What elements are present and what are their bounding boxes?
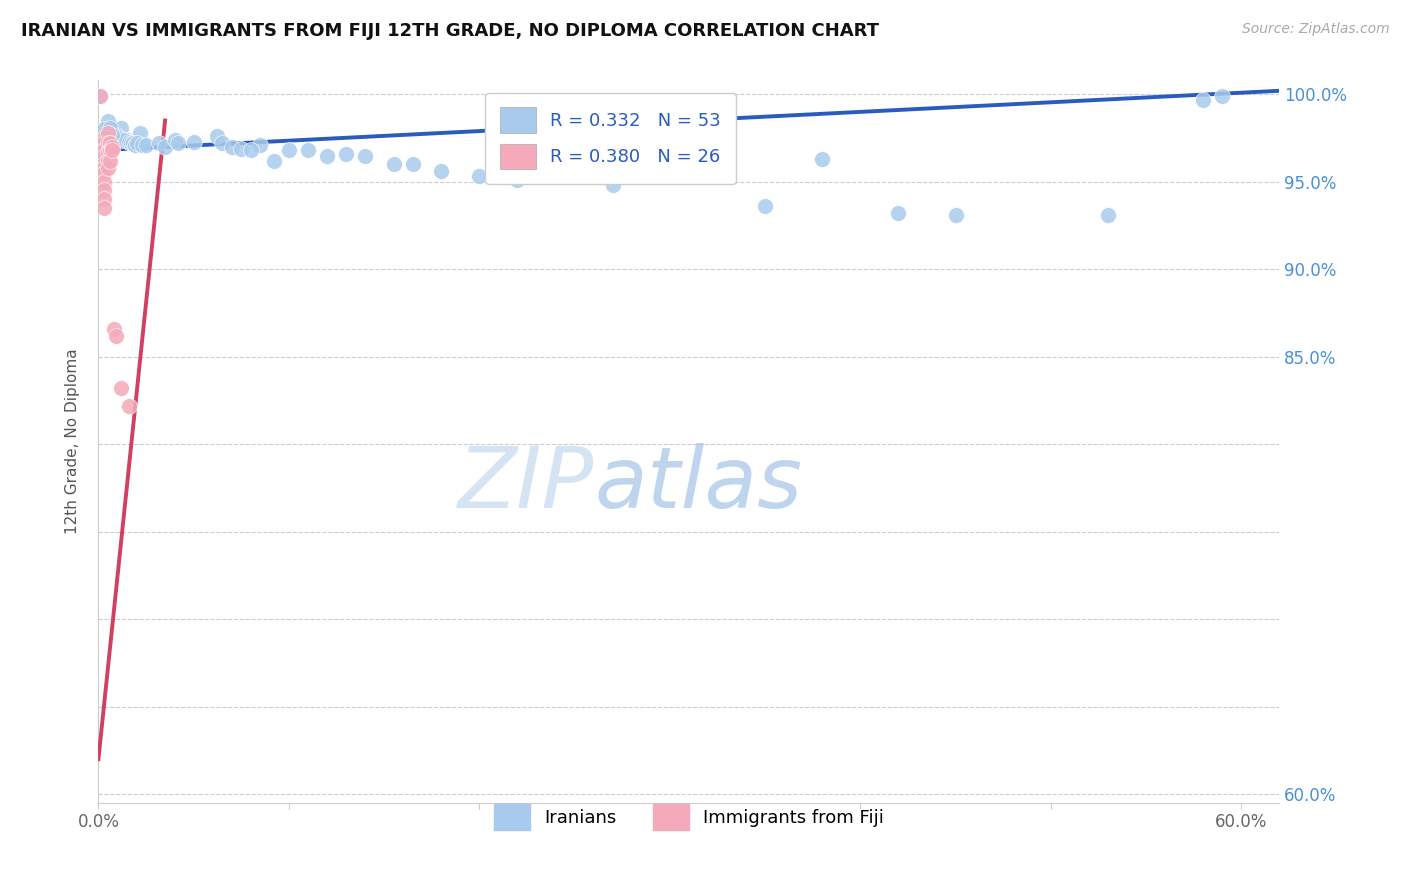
Point bbox=[93, 166, 115, 180]
Text: Source: ZipAtlas.com: Source: ZipAtlas.com bbox=[1241, 22, 1389, 37]
Point bbox=[93, 201, 115, 215]
Point bbox=[135, 138, 157, 153]
Point bbox=[97, 136, 120, 151]
Point bbox=[205, 129, 228, 144]
Point bbox=[103, 321, 125, 335]
Point bbox=[945, 208, 967, 222]
Point bbox=[93, 192, 115, 206]
Point bbox=[98, 143, 121, 157]
Point bbox=[131, 138, 153, 153]
Point bbox=[98, 153, 121, 168]
Point bbox=[382, 157, 405, 171]
Point bbox=[249, 138, 271, 153]
Point bbox=[89, 89, 111, 103]
Point bbox=[124, 138, 146, 153]
Point bbox=[163, 133, 186, 147]
Point bbox=[167, 136, 190, 151]
Point bbox=[93, 184, 115, 198]
Point bbox=[754, 199, 776, 213]
Point bbox=[104, 328, 127, 343]
Point bbox=[100, 140, 122, 154]
Point bbox=[316, 148, 339, 162]
Point bbox=[89, 89, 111, 103]
Text: atlas: atlas bbox=[595, 443, 803, 526]
Point bbox=[100, 143, 122, 157]
Point bbox=[112, 133, 135, 147]
Point bbox=[1097, 208, 1119, 222]
Point bbox=[263, 153, 285, 168]
Point bbox=[354, 148, 377, 162]
Point bbox=[115, 133, 138, 147]
Point bbox=[97, 126, 120, 140]
Legend: Iranians, Immigrants from Fiji: Iranians, Immigrants from Fiji bbox=[486, 797, 891, 837]
Point bbox=[100, 128, 122, 142]
Point bbox=[183, 135, 205, 149]
Point bbox=[107, 131, 129, 145]
Point bbox=[120, 136, 142, 151]
Point bbox=[153, 140, 176, 154]
Point bbox=[221, 140, 243, 154]
Point bbox=[98, 136, 121, 151]
Point bbox=[93, 131, 115, 145]
Point bbox=[93, 161, 115, 175]
Point bbox=[297, 143, 319, 157]
Point bbox=[97, 153, 120, 168]
Text: ZIP: ZIP bbox=[458, 443, 595, 526]
Point bbox=[231, 141, 253, 155]
Point bbox=[887, 206, 910, 220]
Point bbox=[1192, 93, 1215, 107]
Point bbox=[602, 178, 624, 193]
Point bbox=[93, 136, 115, 151]
Point bbox=[430, 164, 453, 178]
Point bbox=[103, 129, 125, 144]
Point bbox=[277, 143, 299, 157]
Point bbox=[97, 161, 120, 175]
Y-axis label: 12th Grade, No Diploma: 12th Grade, No Diploma bbox=[65, 349, 80, 534]
Point bbox=[118, 135, 141, 149]
Point bbox=[148, 136, 170, 151]
Point bbox=[1211, 89, 1233, 103]
Point bbox=[93, 143, 115, 157]
Point bbox=[468, 169, 491, 184]
Point bbox=[93, 122, 115, 136]
Point bbox=[811, 152, 834, 166]
Point bbox=[506, 173, 529, 187]
Point bbox=[104, 128, 127, 142]
Point bbox=[97, 145, 120, 159]
Point bbox=[125, 136, 148, 151]
Point bbox=[211, 136, 233, 151]
Point bbox=[94, 131, 117, 145]
Point bbox=[97, 113, 120, 128]
Point bbox=[110, 381, 132, 395]
Point bbox=[129, 126, 152, 140]
Point bbox=[402, 157, 425, 171]
Point bbox=[335, 146, 357, 161]
Point bbox=[110, 120, 132, 135]
Point bbox=[239, 143, 262, 157]
Point bbox=[108, 131, 131, 145]
Point bbox=[98, 120, 121, 135]
Point bbox=[93, 175, 115, 189]
Point bbox=[93, 148, 115, 162]
Point bbox=[544, 143, 567, 157]
Point bbox=[121, 136, 143, 151]
Point bbox=[118, 399, 141, 413]
Text: IRANIAN VS IMMIGRANTS FROM FIJI 12TH GRADE, NO DIPLOMA CORRELATION CHART: IRANIAN VS IMMIGRANTS FROM FIJI 12TH GRA… bbox=[21, 22, 879, 40]
Point bbox=[93, 157, 115, 171]
Point bbox=[93, 136, 115, 151]
